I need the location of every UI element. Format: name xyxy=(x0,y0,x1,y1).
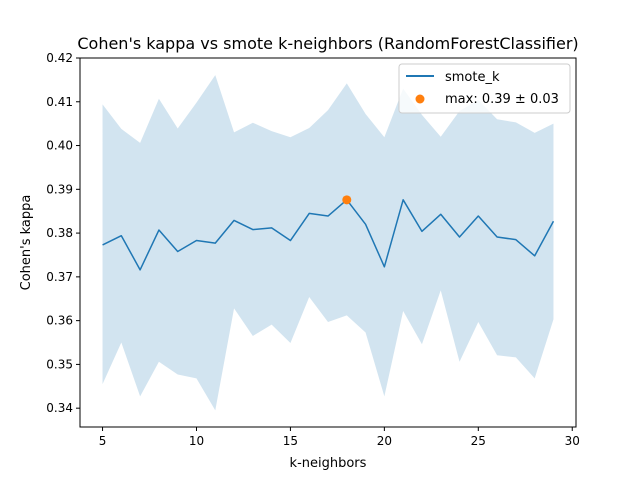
max-point-layer xyxy=(342,195,352,205)
y-tick-label: 0.39 xyxy=(46,182,73,196)
legend-max-swatch xyxy=(415,94,425,104)
x-tick-label: 10 xyxy=(189,434,204,448)
chart-title: Cohen's kappa vs smote k-neighbors (Rand… xyxy=(77,34,578,53)
y-tick-label: 0.35 xyxy=(46,357,73,371)
x-axis-ticks: 5 10 15 20 25 30 xyxy=(99,427,580,448)
x-tick-label: 20 xyxy=(377,434,392,448)
x-tick-label: 5 xyxy=(99,434,107,448)
legend: smote_k max: 0.39 ± 0.03 xyxy=(398,63,571,114)
legend-box xyxy=(398,63,571,114)
x-axis-label: k-neighbors xyxy=(290,456,367,471)
series-line-smote-k xyxy=(102,199,555,271)
y-axis-label: Cohen's kappa xyxy=(19,195,34,291)
confidence-band-area xyxy=(102,75,554,411)
y-axis-ticks: 0.34 0.35 0.36 0.37 0.38 0.39 0.40 0.41 0.42 xyxy=(46,51,80,415)
y-tick-label: 0.41 xyxy=(46,95,73,109)
y-tick-label: 0.36 xyxy=(46,314,73,328)
x-tick-label: 30 xyxy=(565,434,580,448)
max-point xyxy=(342,195,352,205)
y-tick-label: 0.40 xyxy=(46,139,73,153)
series-line-layer xyxy=(102,199,555,271)
x-tick-label: 25 xyxy=(471,434,486,448)
y-tick-label: 0.42 xyxy=(46,51,73,65)
y-tick-label: 0.38 xyxy=(46,226,73,240)
legend-max-label: max: 0.39 ± 0.03 xyxy=(445,92,559,107)
y-tick-label: 0.37 xyxy=(46,270,73,284)
plot-frame xyxy=(79,57,577,428)
x-tick-label: 15 xyxy=(283,434,298,448)
legend-series-label: smote_k xyxy=(445,70,500,85)
confidence-band xyxy=(102,75,554,411)
y-tick-label: 0.34 xyxy=(46,401,73,415)
